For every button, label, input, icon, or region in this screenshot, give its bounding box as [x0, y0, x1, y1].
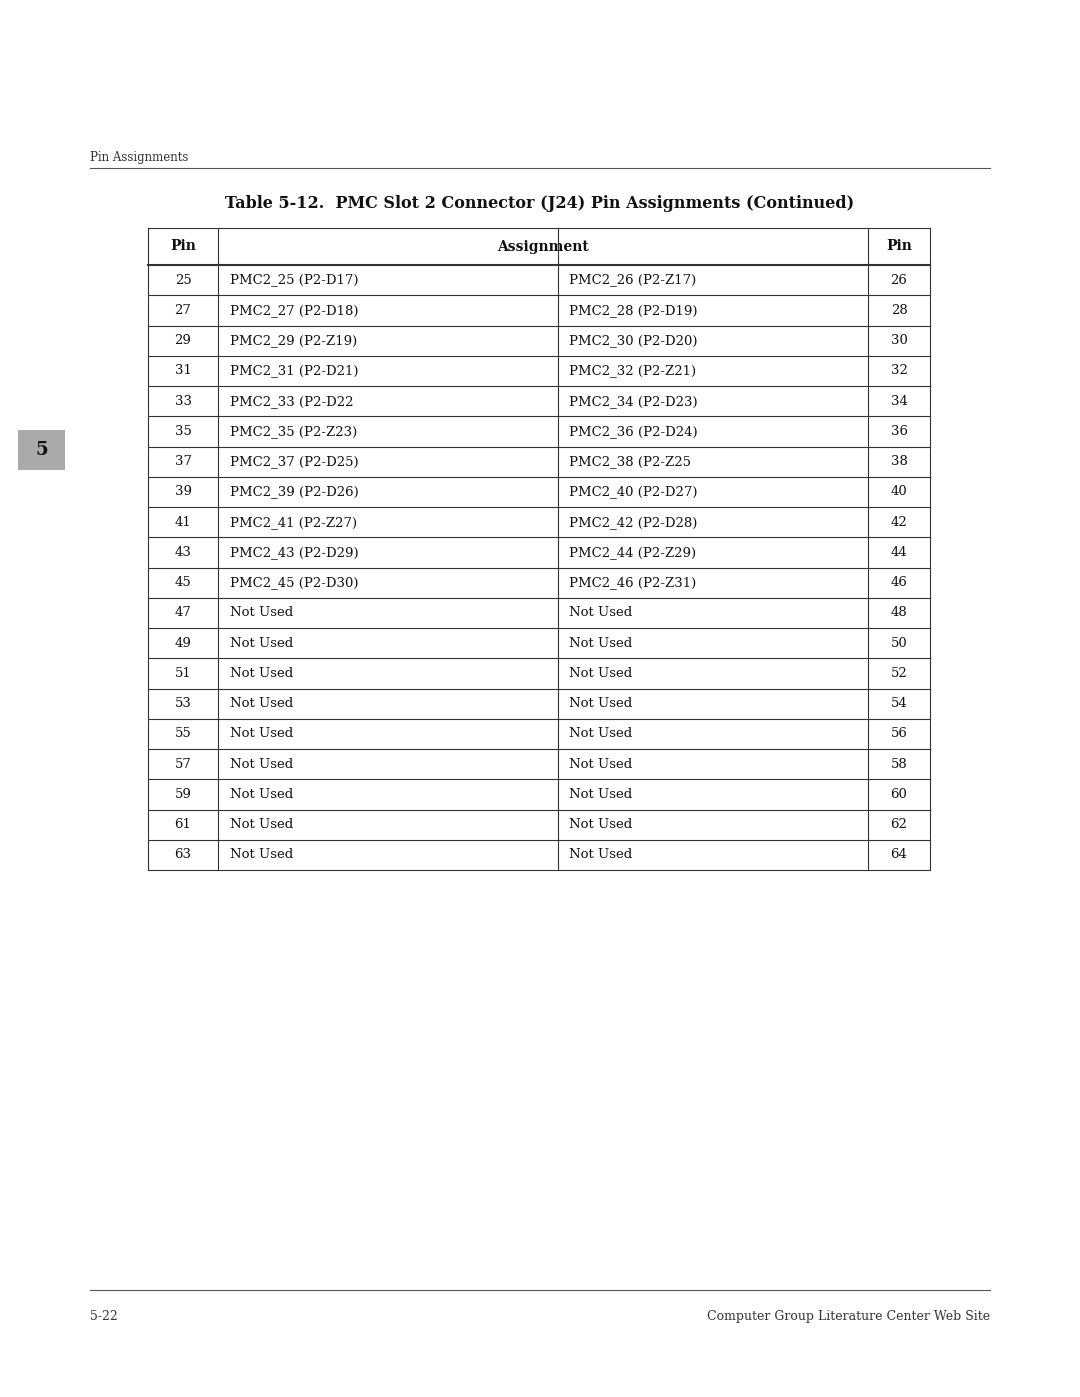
- Text: 56: 56: [891, 728, 907, 740]
- Text: Not Used: Not Used: [569, 697, 632, 710]
- Text: 40: 40: [891, 485, 907, 499]
- Text: 60: 60: [891, 788, 907, 800]
- Text: Not Used: Not Used: [230, 848, 293, 862]
- Text: 35: 35: [175, 425, 191, 437]
- Text: 41: 41: [175, 515, 191, 528]
- Text: PMC2_39 (P2-D26): PMC2_39 (P2-D26): [230, 485, 359, 499]
- Text: Not Used: Not Used: [230, 637, 293, 650]
- Text: Assignment: Assignment: [497, 239, 589, 253]
- Text: PMC2_29 (P2-Z19): PMC2_29 (P2-Z19): [230, 334, 357, 346]
- Text: 54: 54: [891, 697, 907, 710]
- Text: PMC2_46 (P2-Z31): PMC2_46 (P2-Z31): [569, 576, 697, 590]
- Text: Not Used: Not Used: [230, 819, 293, 831]
- Bar: [18, 430, 65, 469]
- Text: 63: 63: [175, 848, 191, 862]
- Text: PMC2_43 (P2-D29): PMC2_43 (P2-D29): [230, 546, 359, 559]
- Text: Pin: Pin: [886, 239, 912, 253]
- Text: 39: 39: [175, 485, 191, 499]
- Text: PMC2_35 (P2-Z23): PMC2_35 (P2-Z23): [230, 425, 357, 437]
- Text: 27: 27: [175, 305, 191, 317]
- Text: 25: 25: [175, 274, 191, 286]
- Text: 5: 5: [36, 441, 48, 460]
- Text: Pin: Pin: [170, 239, 195, 253]
- Text: 33: 33: [175, 394, 191, 408]
- Text: Not Used: Not Used: [230, 728, 293, 740]
- Text: Not Used: Not Used: [569, 637, 632, 650]
- Text: 64: 64: [891, 848, 907, 862]
- Text: PMC2_40 (P2-D27): PMC2_40 (P2-D27): [569, 485, 698, 499]
- Text: 58: 58: [891, 757, 907, 771]
- Text: 44: 44: [891, 546, 907, 559]
- Text: 34: 34: [891, 394, 907, 408]
- Text: 37: 37: [175, 455, 191, 468]
- Text: Not Used: Not Used: [569, 848, 632, 862]
- Text: 51: 51: [175, 666, 191, 680]
- Text: 61: 61: [175, 819, 191, 831]
- Text: PMC2_25 (P2-D17): PMC2_25 (P2-D17): [230, 274, 359, 286]
- Text: Not Used: Not Used: [230, 788, 293, 800]
- Text: 49: 49: [175, 637, 191, 650]
- Text: 26: 26: [891, 274, 907, 286]
- Text: Computer Group Literature Center Web Site: Computer Group Literature Center Web Sit…: [707, 1310, 990, 1323]
- Text: Not Used: Not Used: [230, 606, 293, 619]
- Text: Not Used: Not Used: [569, 757, 632, 771]
- Text: PMC2_45 (P2-D30): PMC2_45 (P2-D30): [230, 576, 359, 590]
- Text: 47: 47: [175, 606, 191, 619]
- Text: PMC2_32 (P2-Z21): PMC2_32 (P2-Z21): [569, 365, 696, 377]
- Text: 59: 59: [175, 788, 191, 800]
- Text: PMC2_26 (P2-Z17): PMC2_26 (P2-Z17): [569, 274, 697, 286]
- Text: 45: 45: [175, 576, 191, 590]
- Text: PMC2_38 (P2-Z25: PMC2_38 (P2-Z25: [569, 455, 691, 468]
- Text: PMC2_31 (P2-D21): PMC2_31 (P2-D21): [230, 365, 359, 377]
- Text: 30: 30: [891, 334, 907, 346]
- Text: Not Used: Not Used: [569, 788, 632, 800]
- Text: 53: 53: [175, 697, 191, 710]
- Text: 36: 36: [891, 425, 907, 437]
- Text: 50: 50: [891, 637, 907, 650]
- Text: PMC2_33 (P2-D22: PMC2_33 (P2-D22: [230, 394, 353, 408]
- Text: Not Used: Not Used: [569, 819, 632, 831]
- Text: 32: 32: [891, 365, 907, 377]
- Text: PMC2_28 (P2-D19): PMC2_28 (P2-D19): [569, 305, 698, 317]
- Text: PMC2_36 (P2-D24): PMC2_36 (P2-D24): [569, 425, 698, 437]
- Text: Not Used: Not Used: [569, 666, 632, 680]
- Text: 46: 46: [891, 576, 907, 590]
- Text: Not Used: Not Used: [230, 666, 293, 680]
- Text: Not Used: Not Used: [230, 757, 293, 771]
- Text: Pin Assignments: Pin Assignments: [90, 151, 188, 163]
- Text: PMC2_30 (P2-D20): PMC2_30 (P2-D20): [569, 334, 698, 346]
- Text: PMC2_42 (P2-D28): PMC2_42 (P2-D28): [569, 515, 698, 528]
- Text: 48: 48: [891, 606, 907, 619]
- Text: 57: 57: [175, 757, 191, 771]
- Text: 31: 31: [175, 365, 191, 377]
- Text: 43: 43: [175, 546, 191, 559]
- Text: PMC2_27 (P2-D18): PMC2_27 (P2-D18): [230, 305, 359, 317]
- Text: 52: 52: [891, 666, 907, 680]
- Text: Not Used: Not Used: [569, 728, 632, 740]
- Text: 38: 38: [891, 455, 907, 468]
- Text: Not Used: Not Used: [569, 606, 632, 619]
- Text: Table 5-12.  PMC Slot 2 Connector (J24) Pin Assignments (Continued): Table 5-12. PMC Slot 2 Connector (J24) P…: [226, 196, 854, 212]
- Text: 62: 62: [891, 819, 907, 831]
- Text: PMC2_41 (P2-Z27): PMC2_41 (P2-Z27): [230, 515, 357, 528]
- Text: 42: 42: [891, 515, 907, 528]
- Text: 55: 55: [175, 728, 191, 740]
- Text: Not Used: Not Used: [230, 697, 293, 710]
- Text: 5-22: 5-22: [90, 1310, 118, 1323]
- Text: 29: 29: [175, 334, 191, 346]
- Text: 28: 28: [891, 305, 907, 317]
- Text: PMC2_34 (P2-D23): PMC2_34 (P2-D23): [569, 394, 698, 408]
- Text: PMC2_37 (P2-D25): PMC2_37 (P2-D25): [230, 455, 359, 468]
- Text: PMC2_44 (P2-Z29): PMC2_44 (P2-Z29): [569, 546, 696, 559]
